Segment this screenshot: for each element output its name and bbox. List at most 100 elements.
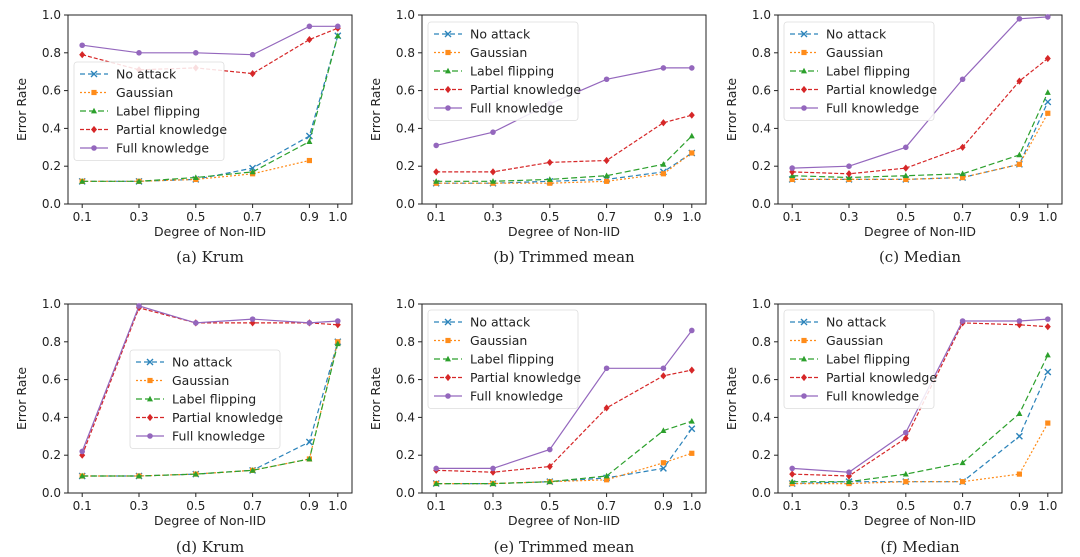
y-tick-label: 1.0 xyxy=(396,297,415,311)
series-line-label-flipping xyxy=(82,35,339,182)
data-point-full-knowledge xyxy=(603,365,610,372)
data-point-partial-knowledge xyxy=(959,143,966,151)
data-point-gaussian xyxy=(903,176,909,183)
x-tick-label: 0.5 xyxy=(896,210,915,224)
y-tick-label: 0.0 xyxy=(42,197,61,211)
data-point-label-flipping xyxy=(79,472,86,479)
x-tick-label: 0.3 xyxy=(839,499,858,513)
y-tick-label: 0.4 xyxy=(396,121,415,135)
data-point-label-flipping xyxy=(688,417,695,424)
data-point-label-flipping xyxy=(306,138,313,145)
data-point-full-knowledge xyxy=(335,318,341,324)
data-point-label-flipping xyxy=(306,455,313,462)
chart-panel-4: 0.0 0.2 0.4 0.6 0.8 1.0 0.1 0.3 0.5 0.7 0.9 1.0 Degr… xyxy=(14,297,353,556)
legend-label-full-knowledge: Full knowledge xyxy=(116,141,209,156)
x-tick-label: 0.9 xyxy=(300,210,319,224)
legend-box xyxy=(427,21,579,121)
y-tick-label: 0.2 xyxy=(752,448,771,462)
x-tick-label: 0.3 xyxy=(839,210,858,224)
legend-label-label-flipping: Label flipping xyxy=(470,352,554,367)
data-point-partial-knowledge xyxy=(603,404,610,412)
legend-marker-no-attack xyxy=(444,318,452,326)
data-point-partial-knowledge xyxy=(660,119,667,127)
data-point-label-flipping xyxy=(789,478,796,485)
legend-label-label-flipping: Label flipping xyxy=(826,64,910,79)
x-axis-label: Degree of Non-IID xyxy=(154,224,266,239)
y-tick-label: 1.0 xyxy=(396,8,415,22)
data-point-label-flipping xyxy=(660,161,667,167)
y-axis-label: Error Rate xyxy=(368,78,383,141)
data-point-label-flipping xyxy=(546,478,553,485)
data-point-partial-knowledge xyxy=(902,164,909,172)
series-line-partial-knowledge xyxy=(436,369,692,473)
chart-panel-6: 0.0 0.2 0.4 0.6 0.8 1.0 0.1 0.3 0.5 0.7 0.9 1.0 Degr… xyxy=(724,297,1063,556)
x-tick-label: 1.0 xyxy=(682,499,701,513)
x-tick-label: 0.5 xyxy=(186,210,205,224)
data-point-gaussian xyxy=(660,460,666,466)
x-tick-label: 0.5 xyxy=(896,499,915,513)
data-point-partial-knowledge xyxy=(490,168,496,176)
y-tick-label: 0.8 xyxy=(42,335,61,349)
legend-marker-gaussian xyxy=(445,49,451,56)
series-line-label-flipping xyxy=(436,420,692,485)
legend-label-partial-knowledge: Partial knowledge xyxy=(470,370,581,385)
x-tick-label: 0.1 xyxy=(783,210,802,224)
data-point-full-knowledge xyxy=(433,465,440,472)
legend-marker-full-knowledge xyxy=(801,393,807,399)
y-tick-label: 0.8 xyxy=(396,46,415,60)
data-point-partial-knowledge xyxy=(546,158,553,167)
series-line-no-attack xyxy=(792,101,1049,180)
legend-marker-gaussian xyxy=(445,337,451,344)
data-point-full-knowledge xyxy=(193,50,199,56)
series-line-label-flipping xyxy=(792,354,1049,483)
y-tick-label: 1.0 xyxy=(42,297,61,311)
legend-label-full-knowledge: Full knowledge xyxy=(470,101,563,116)
legend-marker-partial-knowledge xyxy=(91,125,97,134)
data-point-full-knowledge xyxy=(846,163,852,169)
series-line-label-flipping xyxy=(792,92,1049,179)
data-point-partial-knowledge xyxy=(603,156,610,165)
data-point-full-knowledge xyxy=(335,23,341,30)
data-point-gaussian xyxy=(1045,420,1051,426)
data-point-full-knowledge xyxy=(306,320,313,326)
y-tick-label: 0.4 xyxy=(396,410,415,424)
legend-marker-full-knowledge xyxy=(445,393,451,399)
data-point-partial-knowledge xyxy=(249,319,256,327)
y-tick-label: 0.2 xyxy=(396,159,415,173)
legend-label-partial-knowledge: Partial knowledge xyxy=(470,82,581,97)
y-tick-label: 0.0 xyxy=(396,486,415,500)
y-tick-label: 0.4 xyxy=(42,410,61,424)
data-point-full-knowledge xyxy=(789,165,795,171)
x-tick-label: 0.3 xyxy=(129,210,148,224)
data-point-gaussian xyxy=(689,150,695,156)
x-axis-label: Degree of Non-IID xyxy=(508,513,620,528)
x-tick-label: 1.0 xyxy=(1038,210,1057,224)
x-tick-label: 0.3 xyxy=(483,210,502,224)
data-point-no-attack xyxy=(305,438,313,446)
data-point-gaussian xyxy=(547,180,553,186)
x-tick-label: 0.7 xyxy=(597,499,616,513)
data-point-no-attack xyxy=(659,464,667,472)
legend-marker-partial-knowledge xyxy=(445,85,451,94)
legend-marker-gaussian xyxy=(147,377,153,384)
legend-marker-label-flipping xyxy=(445,67,451,74)
data-point-full-knowledge xyxy=(660,65,667,71)
panel-caption: (a) Krum xyxy=(176,248,244,266)
x-tick-label: 0.7 xyxy=(243,499,262,513)
data-point-label-flipping xyxy=(334,340,341,347)
legend-box xyxy=(73,61,225,161)
legend-label-no-attack: No attack xyxy=(826,27,887,42)
legend-marker-label-flipping xyxy=(801,355,807,362)
x-tick-label: 1.0 xyxy=(328,499,347,513)
legend-label-label-flipping: Label flipping xyxy=(826,352,910,367)
legend-marker-label-flipping xyxy=(445,355,451,362)
data-point-partial-knowledge xyxy=(306,35,313,44)
legend-marker-no-attack xyxy=(800,318,808,326)
data-point-label-flipping xyxy=(1044,89,1051,95)
data-point-label-flipping xyxy=(136,178,142,184)
x-tick-label: 0.7 xyxy=(243,210,262,224)
x-tick-label: 0.9 xyxy=(654,499,673,513)
y-tick-label: 0.6 xyxy=(396,84,415,98)
y-axis-label: Error Rate xyxy=(14,78,29,141)
